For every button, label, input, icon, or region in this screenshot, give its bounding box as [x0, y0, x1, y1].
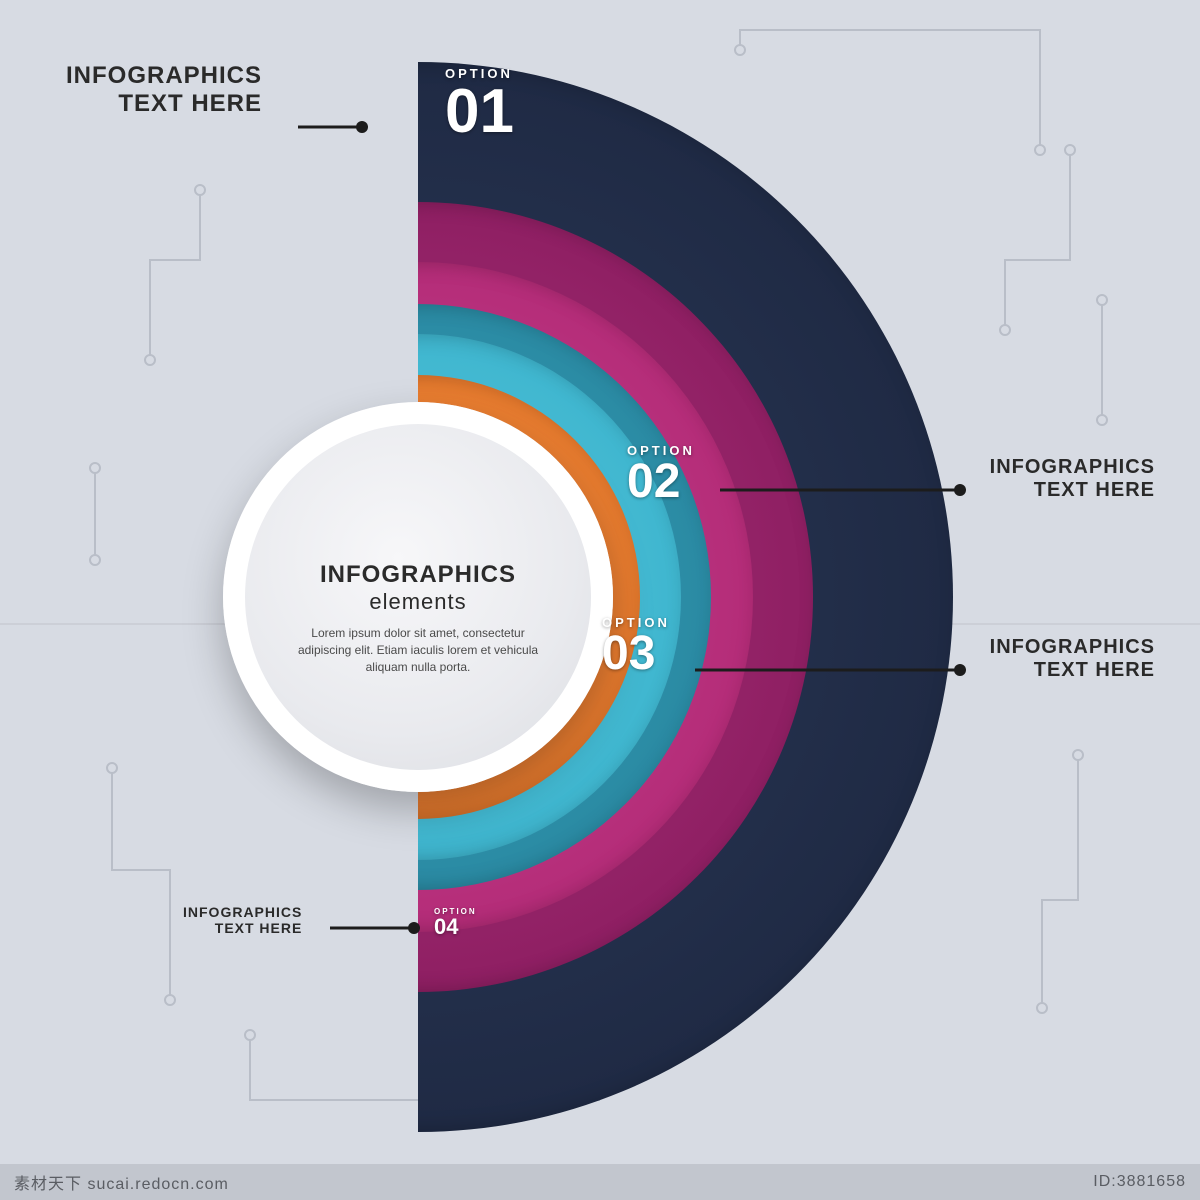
co-04: INFOGRAPHICSTEXT HERE: [183, 904, 302, 936]
co-04-line1: INFOGRAPHICS: [183, 904, 302, 920]
co-01-line2: TEXT HERE: [66, 90, 262, 118]
watermark-right: ID:3881658: [1093, 1173, 1186, 1191]
co-02: INFOGRAPHICSTEXT HERE: [990, 456, 1155, 502]
co-01-dot: [356, 121, 368, 133]
co-01-line1: INFOGRAPHICS: [66, 62, 262, 90]
co-01: INFOGRAPHICSTEXT HERE: [66, 62, 262, 118]
co-03-line2: TEXT HERE: [990, 659, 1155, 682]
co-02-line1: INFOGRAPHICS: [990, 456, 1155, 479]
watermark-left: 素材天下 sucai.redocn.com: [14, 1170, 229, 1194]
co-03-dot: [954, 664, 966, 676]
co-04-dot: [408, 922, 420, 934]
watermark-bar: 素材天下 sucai.redocn.com ID:3881658: [0, 1164, 1200, 1200]
co-04-line2: TEXT HERE: [183, 920, 302, 936]
co-02-line2: TEXT HERE: [990, 479, 1155, 502]
co-02-dot: [954, 484, 966, 496]
co-03-line1: INFOGRAPHICS: [990, 636, 1155, 659]
co-03: INFOGRAPHICSTEXT HERE: [990, 636, 1155, 682]
